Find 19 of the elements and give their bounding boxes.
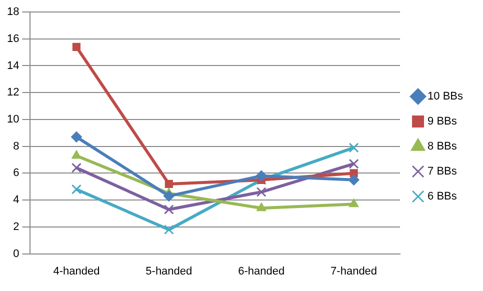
y-tick-label: 0 (13, 248, 20, 260)
y-tick-label: 10 (6, 114, 20, 126)
legend-label: 6 BBs (428, 190, 458, 203)
y-tick-label: 16 (6, 32, 20, 45)
x-tick-label: 4-handed (53, 265, 100, 278)
y-tick-label: 2 (13, 220, 20, 233)
legend-label: 7 BBs (428, 166, 458, 178)
y-tick-label: 8 (13, 140, 20, 152)
legend-label: 8 BBs (428, 140, 458, 153)
y-tick-label: 4 (13, 194, 20, 206)
y-tick-label: 14 (6, 60, 20, 72)
y-tick-label: 18 (6, 6, 20, 18)
legend-label: 10 BBs (428, 90, 464, 103)
x-tick-label: 5-handed (146, 265, 192, 278)
legend-label: 9 BBs (428, 116, 458, 128)
x-tick-label: 7-handed (330, 265, 378, 278)
y-tick-label: 6 (13, 167, 20, 180)
x-tick-label: 6-handed (238, 265, 285, 278)
y-tick-label: 12 (6, 86, 20, 99)
